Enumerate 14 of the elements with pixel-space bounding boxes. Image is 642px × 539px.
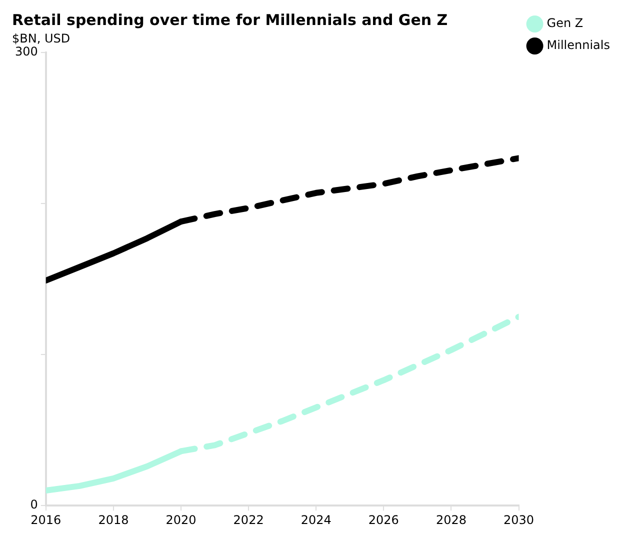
x-tick-label: 2020 <box>166 512 196 527</box>
x-tick-label: 2028 <box>436 512 466 527</box>
x-tick-label: 2024 <box>300 512 332 527</box>
x-tick-label: 2026 <box>368 512 399 527</box>
chart-title: Retail spending over time for Millennials and Gen Z <box>12 10 448 29</box>
x-tick-label: 2030 <box>504 512 534 527</box>
x-tick-label: 2018 <box>98 512 129 527</box>
chart-subtitle: $BN, USD <box>12 31 70 46</box>
legend-label: Millennials <box>546 38 610 52</box>
y-tick-label: 0 <box>30 498 38 512</box>
x-tick-label: 2022 <box>233 512 264 527</box>
y-tick-label: 300 <box>15 44 38 59</box>
x-tick-label: 2016 <box>30 512 62 527</box>
legend-label: Gen Z <box>546 16 584 30</box>
